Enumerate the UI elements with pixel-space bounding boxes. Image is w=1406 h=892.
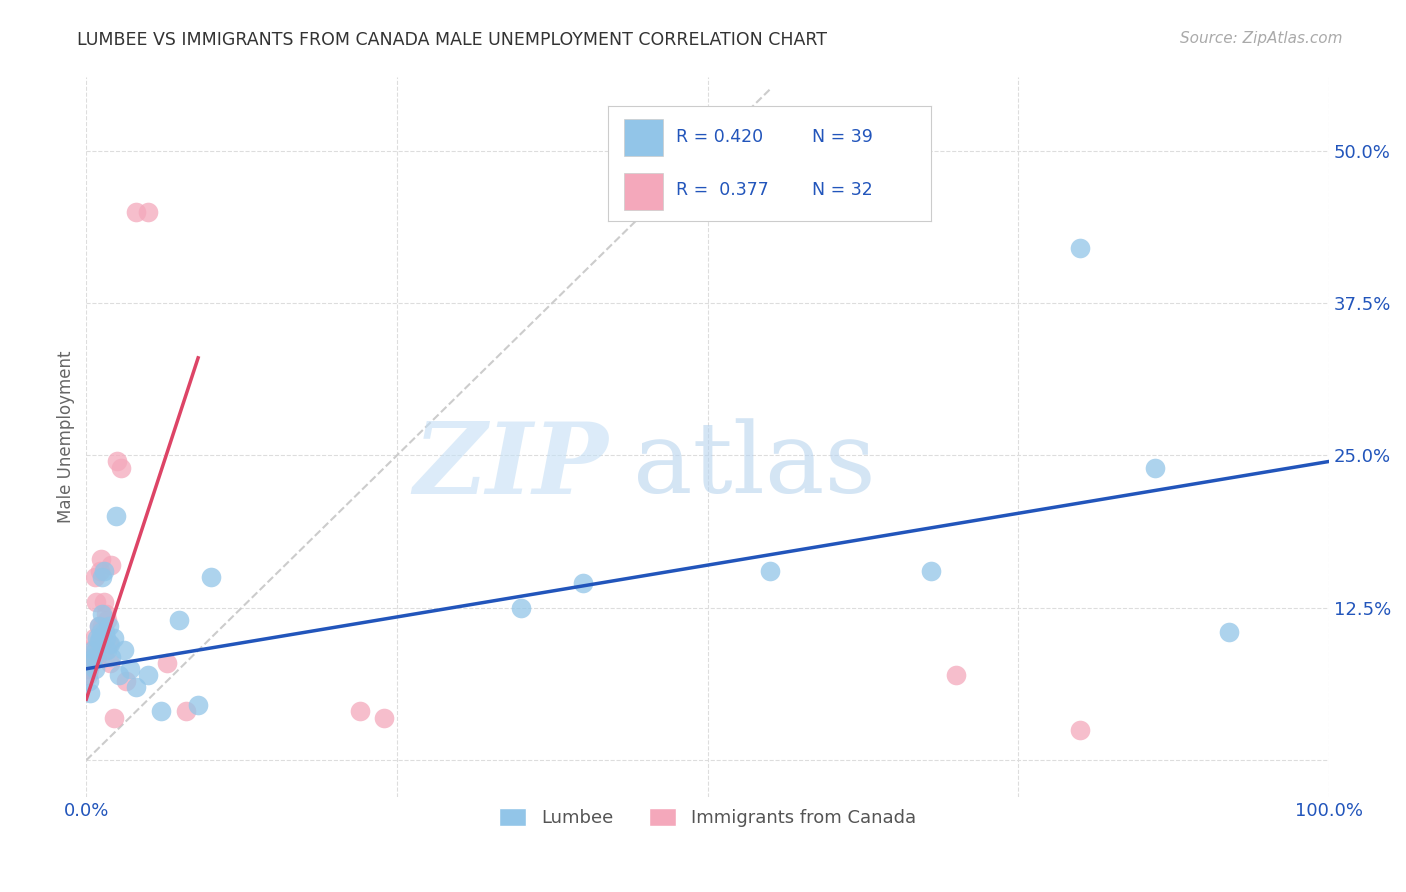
Point	[110, 460, 132, 475]
Point	[91, 607, 114, 621]
Point	[510, 600, 533, 615]
Point	[86, 632, 108, 646]
Point	[83, 649, 105, 664]
Point	[105, 509, 128, 524]
Point	[86, 649, 108, 664]
Point	[79, 656, 101, 670]
Point	[125, 204, 148, 219]
Point	[125, 680, 148, 694]
Point	[83, 632, 105, 646]
Point	[200, 570, 222, 584]
Point	[103, 710, 125, 724]
Point	[98, 637, 121, 651]
Point	[115, 673, 138, 688]
Point	[87, 619, 110, 633]
Point	[100, 558, 122, 573]
Point	[80, 656, 103, 670]
Point	[94, 625, 117, 640]
Point	[118, 662, 141, 676]
Point	[84, 662, 107, 676]
Point	[105, 454, 128, 468]
Point	[758, 564, 780, 578]
Point	[1218, 625, 1240, 640]
Point	[97, 637, 120, 651]
Point	[1069, 723, 1091, 737]
Point	[96, 643, 118, 657]
Point	[84, 570, 107, 584]
Point	[920, 564, 942, 578]
Point	[169, 613, 191, 627]
Point	[84, 643, 107, 657]
Point	[91, 619, 114, 633]
Point	[187, 698, 209, 713]
Point	[112, 643, 135, 657]
Point	[82, 643, 104, 657]
Legend: Lumbee, Immigrants from Canada: Lumbee, Immigrants from Canada	[492, 801, 922, 835]
Point	[349, 705, 371, 719]
Point	[77, 662, 100, 676]
Point	[76, 668, 98, 682]
Point	[80, 643, 103, 657]
Text: Source: ZipAtlas.com: Source: ZipAtlas.com	[1180, 31, 1343, 46]
Text: atlas: atlas	[633, 418, 876, 514]
Point	[156, 656, 179, 670]
Text: ZIP: ZIP	[413, 417, 609, 514]
Point	[98, 656, 121, 670]
Point	[82, 649, 104, 664]
Point	[100, 649, 122, 664]
Point	[93, 564, 115, 578]
Point	[97, 619, 120, 633]
Point	[87, 619, 110, 633]
Point	[103, 632, 125, 646]
Text: LUMBEE VS IMMIGRANTS FROM CANADA MALE UNEMPLOYMENT CORRELATION CHART: LUMBEE VS IMMIGRANTS FROM CANADA MALE UN…	[77, 31, 827, 49]
Point	[107, 668, 129, 682]
Point	[138, 204, 160, 219]
Point	[138, 668, 160, 682]
Point	[79, 686, 101, 700]
Point	[87, 633, 110, 648]
Point	[89, 564, 111, 578]
Point	[174, 705, 197, 719]
Point	[89, 632, 111, 646]
Y-axis label: Male Unemployment: Male Unemployment	[58, 351, 75, 524]
Point	[94, 643, 117, 657]
Point	[373, 710, 395, 724]
Point	[149, 705, 172, 719]
Point	[77, 673, 100, 688]
Point	[90, 552, 112, 566]
Point	[96, 613, 118, 627]
Point	[945, 668, 967, 682]
Point	[84, 595, 107, 609]
Point	[1069, 241, 1091, 255]
Point	[1143, 460, 1166, 475]
Point	[96, 607, 118, 621]
Point	[96, 632, 118, 646]
Point	[572, 576, 595, 591]
Point	[90, 625, 112, 640]
Point	[93, 595, 115, 609]
Point	[91, 570, 114, 584]
